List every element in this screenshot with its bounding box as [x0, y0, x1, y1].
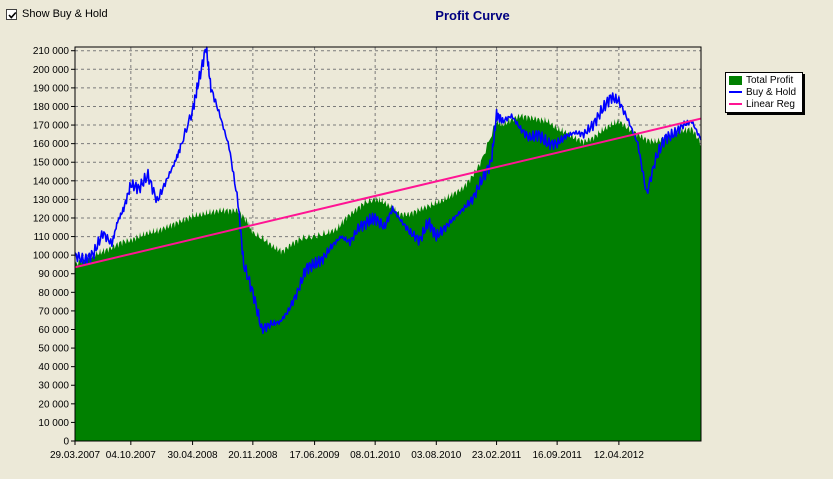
y-tick-label: 170 000: [33, 121, 70, 132]
y-tick-label: 210 000: [33, 46, 70, 57]
legend: Total Profit Buy & Hold Linear Reg: [725, 72, 803, 113]
x-tick-label: 08.01.2010: [350, 450, 400, 461]
y-tick-label: 70 000: [38, 306, 69, 317]
x-tick-label: 16.09.2011: [532, 450, 582, 461]
y-tick-label: 90 000: [38, 269, 69, 280]
legend-swatch-buy-hold: [729, 91, 742, 93]
legend-item-total-profit: Total Profit: [729, 74, 800, 86]
linear-reg-line: [74, 117, 702, 269]
x-tick-label: 29.03.2007: [50, 450, 100, 461]
total-profit-area: [75, 113, 701, 441]
chart-title: Profit Curve: [435, 8, 510, 23]
x-tick-label: 12.04.2012: [594, 450, 644, 461]
y-tick-label: 80 000: [38, 288, 69, 299]
y-tick-label: 100 000: [33, 251, 70, 262]
x-axis: 29.03.2007 04.10.2007 30.04.2008 20.11.2008…: [50, 441, 644, 461]
legend-label-buy-hold: Buy & Hold: [746, 86, 797, 98]
x-tick-label: 17.06.2009: [290, 450, 340, 461]
legend-label-linear-reg: Linear Reg: [746, 98, 795, 110]
y-tick-label: 130 000: [33, 195, 70, 206]
checkmark-icon: [8, 11, 17, 19]
legend-swatch-total-profit: [729, 75, 742, 85]
y-tick-label: 60 000: [38, 325, 69, 336]
x-tick-label: 04.10.2007: [106, 450, 156, 461]
y-tick-label: 40 000: [38, 362, 69, 373]
y-tick-label: 30 000: [38, 381, 69, 392]
plot-frame: [74, 46, 702, 442]
x-tick-label: 20.11.2008: [228, 450, 278, 461]
y-axis: 0 10 000 20 000 30 000 40 000 50 000 60 000 70 …: [33, 46, 75, 448]
y-tick-label: 160 000: [33, 139, 70, 150]
legend-item-linear-reg: Linear Reg: [729, 98, 800, 110]
x-tick-label: 23.02.2011: [472, 450, 522, 461]
y-tick-label: 180 000: [33, 102, 70, 113]
buy-hold-line: [74, 46, 702, 335]
legend-swatch-linear-reg: [729, 103, 742, 105]
y-tick-label: 20 000: [38, 399, 69, 410]
y-tick-label: 190 000: [33, 83, 70, 94]
show-buy-hold-checkbox[interactable]: Show Buy & Hold: [6, 8, 108, 20]
y-tick-label: 150 000: [33, 158, 70, 169]
y-tick-label: 0: [63, 437, 69, 448]
x-tick-label: 03.08.2010: [411, 450, 461, 461]
y-tick-label: 140 000: [33, 176, 70, 187]
show-buy-hold-label: Show Buy & Hold: [22, 8, 108, 20]
x-tick-label: 30.04.2008: [168, 450, 218, 461]
legend-label-total-profit: Total Profit: [746, 74, 794, 86]
y-tick-label: 10 000: [38, 418, 69, 429]
y-tick-label: 50 000: [38, 344, 69, 355]
y-tick-label: 200 000: [33, 65, 70, 76]
y-tick-label: 110 000: [34, 232, 70, 243]
y-tick-label: 120 000: [33, 213, 70, 224]
checkbox-box[interactable]: [6, 8, 17, 20]
legend-item-buy-hold: Buy & Hold: [729, 86, 800, 98]
